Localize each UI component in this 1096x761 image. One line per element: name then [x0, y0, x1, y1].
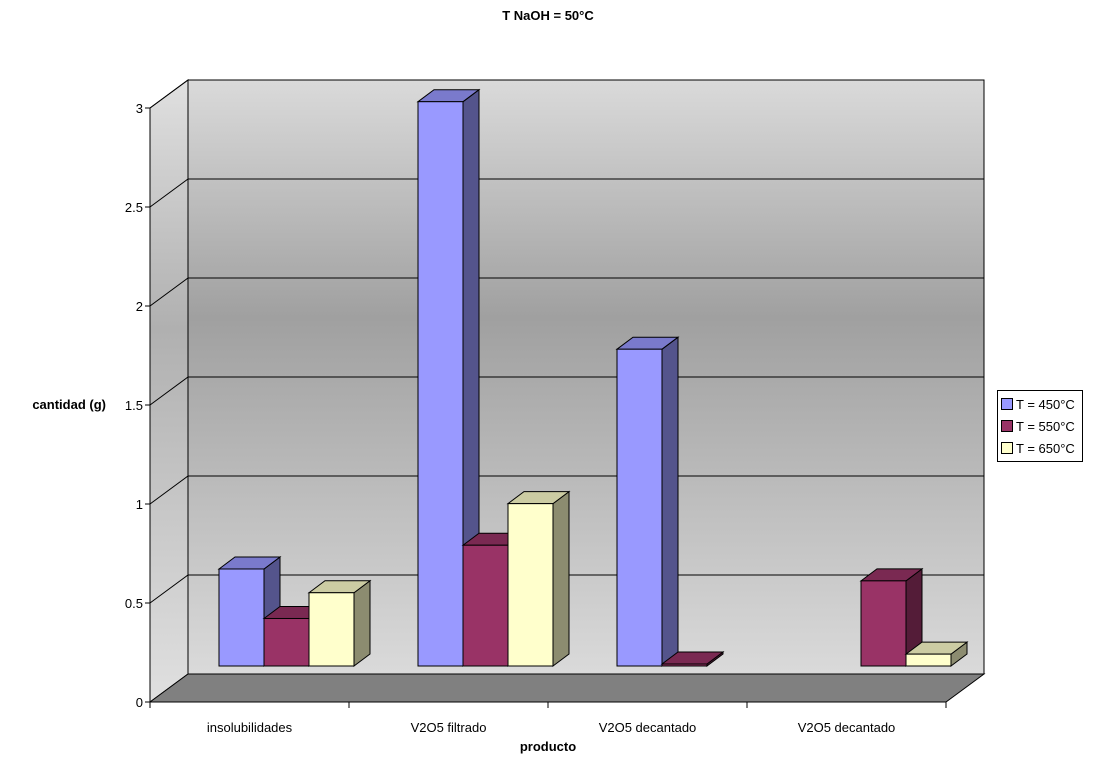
- legend-swatch: [1001, 420, 1013, 432]
- bar: [416, 88, 481, 667]
- x-tick-label: V2O5 decantado: [798, 720, 896, 735]
- y-tick-label: 0: [136, 695, 143, 710]
- gridline: [149, 376, 984, 406]
- x-axis-title: producto: [520, 739, 576, 754]
- legend-label: T = 550°C: [1016, 418, 1075, 434]
- bar-side: [353, 579, 371, 667]
- bar: [615, 336, 680, 667]
- y-tick-label: 1.5: [125, 398, 143, 413]
- bar: [904, 641, 969, 667]
- bar-front: [417, 101, 464, 667]
- y-tick-label: 0.5: [125, 596, 143, 611]
- bar-front: [308, 592, 355, 667]
- legend: T = 450°C T = 550°C T = 650°C: [997, 390, 1083, 462]
- bar-front: [218, 568, 265, 667]
- y-tick-label: 2: [136, 299, 143, 314]
- gridline: [149, 475, 984, 505]
- axes: 0 0.5 1 1.5 2 2.5 3 insolubilidades V2O5 filtrad…: [125, 101, 947, 735]
- bar-front: [616, 348, 663, 667]
- bar: [217, 555, 282, 667]
- gridline: [149, 178, 984, 208]
- x-tick-label: V2O5 filtrado: [411, 720, 487, 735]
- gridline: [149, 79, 984, 109]
- legend-item: T = 550°C: [1001, 415, 1079, 437]
- y-tick-label: 1: [136, 497, 143, 512]
- chart-title: T NaOH = 50°C: [502, 8, 594, 23]
- floor: [148, 673, 986, 703]
- bar: [660, 651, 725, 667]
- x-tick-label: insolubilidades: [207, 720, 293, 735]
- gridlines: [149, 79, 984, 604]
- legend-item: T = 450°C: [1001, 393, 1079, 415]
- bar-front: [507, 503, 554, 667]
- bar-side: [661, 336, 679, 667]
- gridline: [149, 277, 984, 307]
- bar: [859, 567, 924, 667]
- bar-front: [661, 663, 708, 667]
- gridline: [149, 574, 984, 604]
- bar-front: [905, 653, 952, 667]
- legend-swatch: [1001, 398, 1013, 410]
- legend-item: T = 650°C: [1001, 437, 1079, 459]
- legend-swatch: [1001, 442, 1013, 454]
- y-axis-title: cantidad (g): [32, 397, 106, 412]
- bar-front: [462, 544, 509, 667]
- bars: [217, 88, 969, 667]
- x-tick-label: V2O5 decantado: [599, 720, 697, 735]
- y-tick-label: 3: [136, 101, 143, 116]
- bar-side: [552, 490, 570, 667]
- bar: [307, 579, 372, 667]
- bar: [506, 490, 571, 667]
- legend-label: T = 450°C: [1016, 396, 1075, 412]
- bar-front: [263, 617, 310, 667]
- y-tick-label: 2.5: [125, 200, 143, 215]
- bar-front: [860, 580, 907, 667]
- legend-label: T = 650°C: [1016, 440, 1075, 456]
